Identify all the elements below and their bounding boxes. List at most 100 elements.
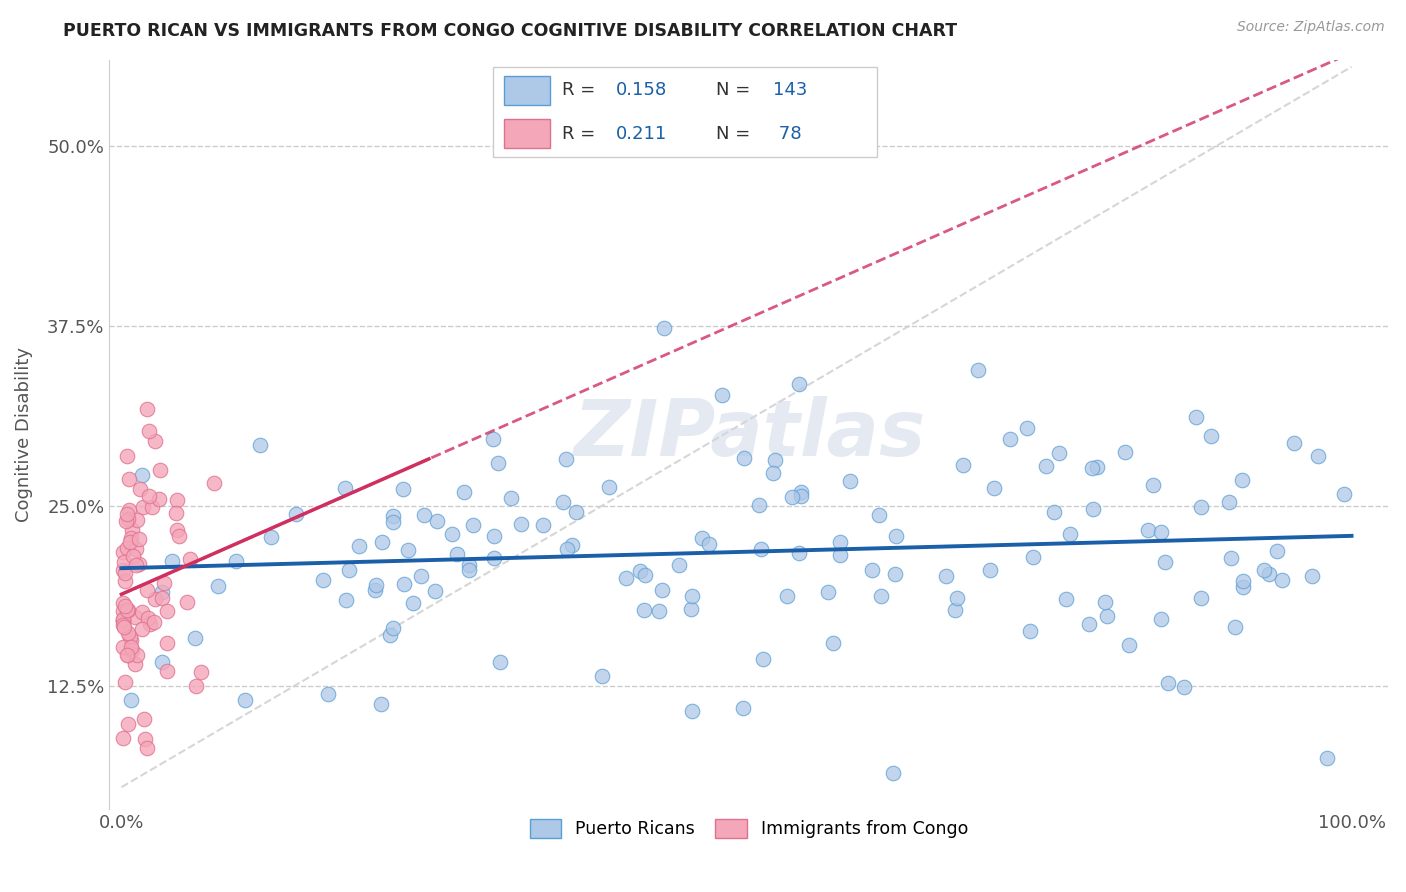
Point <box>118 630 141 644</box>
Point <box>318 687 340 701</box>
Point <box>884 529 907 543</box>
Point <box>121 640 143 655</box>
Point <box>166 523 188 537</box>
Point <box>1035 458 1057 473</box>
Point <box>120 535 142 549</box>
Y-axis label: Cognitive Disability: Cognitive Disability <box>15 347 32 522</box>
Point <box>789 546 811 560</box>
Point <box>111 596 134 610</box>
Point <box>457 564 479 578</box>
Point <box>790 489 813 503</box>
Point <box>225 553 247 567</box>
Point <box>555 542 578 557</box>
Point <box>202 476 225 491</box>
Point <box>396 542 419 557</box>
Point <box>131 605 153 619</box>
Point <box>381 515 404 529</box>
Point <box>838 474 860 488</box>
Text: PUERTO RICAN VS IMMIGRANTS FROM CONGO COGNITIVE DISABILITY CORRELATION CHART: PUERTO RICAN VS IMMIGRANTS FROM CONGO CO… <box>63 22 957 40</box>
Point <box>946 591 969 605</box>
Point <box>598 480 620 494</box>
Point <box>482 551 505 566</box>
Point <box>179 552 201 566</box>
Point <box>633 568 655 582</box>
Point <box>762 466 785 480</box>
Point <box>681 704 703 718</box>
Point <box>114 599 136 613</box>
Point <box>138 424 160 438</box>
Point <box>482 529 505 543</box>
Point <box>184 679 207 693</box>
Point <box>1316 750 1339 764</box>
Point <box>312 573 335 587</box>
Point <box>979 563 1001 577</box>
Point <box>167 529 190 543</box>
Point <box>1078 616 1101 631</box>
Point <box>149 463 172 477</box>
Point <box>748 498 770 512</box>
Point <box>1219 551 1241 566</box>
Point <box>1150 524 1173 539</box>
Point <box>1081 502 1104 516</box>
Point <box>335 593 357 607</box>
Point <box>1094 595 1116 609</box>
Point <box>349 539 371 553</box>
Point <box>117 648 139 662</box>
Point <box>1021 550 1043 565</box>
Point <box>117 717 139 731</box>
Point <box>139 617 162 632</box>
Point <box>652 321 675 335</box>
Point <box>156 636 179 650</box>
Point <box>125 648 148 662</box>
Point <box>952 458 974 473</box>
Point <box>117 602 139 616</box>
Point <box>1282 435 1305 450</box>
Point <box>249 438 271 452</box>
Point <box>125 542 148 557</box>
Point <box>782 490 804 504</box>
Point <box>411 569 433 583</box>
Point <box>1306 450 1329 464</box>
Point <box>775 589 797 603</box>
Point <box>333 481 356 495</box>
Point <box>190 665 212 679</box>
Point <box>115 514 138 528</box>
Point <box>1081 461 1104 475</box>
Point <box>381 621 404 635</box>
Point <box>111 731 134 745</box>
Point <box>128 557 150 571</box>
Point <box>117 511 139 525</box>
Point <box>111 604 134 618</box>
Point <box>426 514 449 528</box>
Point <box>117 648 139 663</box>
Point <box>614 571 637 585</box>
Point <box>869 589 891 603</box>
Point <box>337 563 360 577</box>
Point <box>111 545 134 559</box>
Point <box>156 604 179 618</box>
Point <box>207 579 229 593</box>
Point <box>1232 574 1254 588</box>
Point <box>441 527 464 541</box>
Point <box>150 655 173 669</box>
Point <box>787 376 810 391</box>
Point <box>565 506 588 520</box>
Point <box>148 492 170 507</box>
Point <box>884 566 907 581</box>
Point <box>1085 459 1108 474</box>
Point <box>233 693 256 707</box>
Point <box>284 507 307 521</box>
Point <box>628 564 651 578</box>
Point <box>141 500 163 515</box>
Point <box>482 432 505 446</box>
Point <box>120 531 142 545</box>
Point <box>112 620 135 634</box>
Point <box>1173 680 1195 694</box>
Point <box>121 523 143 537</box>
Legend: Puerto Ricans, Immigrants from Congo: Puerto Ricans, Immigrants from Congo <box>523 812 974 845</box>
Point <box>681 590 703 604</box>
Point <box>135 740 157 755</box>
Point <box>124 657 146 671</box>
Point <box>531 517 554 532</box>
Point <box>1137 523 1160 537</box>
